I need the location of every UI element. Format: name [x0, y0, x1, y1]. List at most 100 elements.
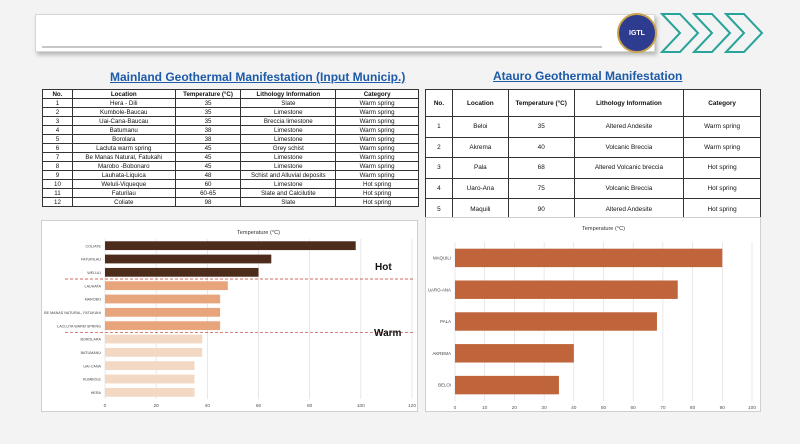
- table-cell: Slate: [240, 197, 337, 207]
- table-cell: Limestone: [240, 161, 337, 171]
- table-cell: 12: [42, 197, 73, 207]
- table-cell: Lacluta warm spring: [71, 143, 176, 153]
- table-cell: Be Manas Natural, Fatukahi: [71, 152, 176, 162]
- bar: [105, 267, 259, 277]
- bar: [105, 347, 203, 357]
- x-tick-label: 40: [571, 405, 577, 411]
- table-cell: Weluli-Viqueque: [71, 179, 176, 189]
- table-row: 9 Lauhata-Liquica 48 Schist and Alluvial de…: [42, 170, 419, 180]
- table-cell: 45: [174, 152, 242, 162]
- table-cell: 68: [507, 157, 575, 179]
- table-row: 6 Lacluta warm spring 45 Grey schist Warm sp…: [42, 143, 419, 153]
- table-cell: 38: [174, 134, 242, 144]
- table-row: 1 Beloi 35 Altered Andesite Warm spring: [425, 116, 761, 138]
- table-row: 12 Coliate 98 Slate Hot spring: [42, 197, 419, 207]
- table-cell: Limestone: [240, 134, 337, 144]
- table-cell: Hot spring: [335, 197, 419, 207]
- table-cell: Slate and Calcilutite: [240, 188, 337, 198]
- table-cell: Altered Andesite: [573, 116, 685, 138]
- column-header: Temperature (°C): [507, 89, 575, 117]
- x-tick-label: 40: [205, 403, 211, 409]
- table-cell: 8: [42, 161, 73, 171]
- table-cell: Faturilau: [71, 188, 176, 198]
- table-cell: Warm spring: [335, 107, 419, 117]
- table-cell: Volcanic Breccia: [573, 136, 685, 159]
- table-cell: Altered Volcanic breccia: [573, 157, 685, 179]
- table-cell: Hot spring: [683, 177, 761, 200]
- category-label: HERA: [91, 391, 102, 395]
- category-label: LAUHATA: [85, 284, 102, 288]
- bar: [455, 280, 678, 299]
- category-label: LACLUTA WARM SPRING: [57, 324, 101, 328]
- table-cell: Uai-Cana-Baucau: [71, 116, 176, 126]
- bar: [455, 375, 559, 395]
- banner-divider: [42, 46, 602, 48]
- table-cell: Limestone: [240, 125, 337, 135]
- category-label: UAI-CANA: [83, 364, 101, 368]
- table-row: 2 Kumbole-Baucau 35 Limestone Warm spring: [42, 107, 419, 117]
- table-cell: 4: [425, 177, 453, 200]
- table-cell: Warm spring: [335, 143, 419, 153]
- atauro-table: No. Location Temperature (°C) Lithology Inf…: [425, 89, 761, 220]
- table-cell: Akrema: [451, 136, 509, 159]
- bar: [105, 321, 221, 331]
- table-cell: Hot spring: [335, 179, 419, 189]
- mainland-chart: Temperature (°C) 0 20 40 60 80 100 120 COLIATE FA…: [41, 220, 418, 412]
- table-row: 5 Borolara 38 Limestone Warm spring: [42, 134, 419, 144]
- table-cell: 3: [425, 157, 453, 179]
- bar: [455, 344, 574, 363]
- table-cell: Marobo -Bobonaro: [71, 161, 176, 171]
- x-tick-label: 30: [541, 405, 547, 411]
- atauro-chart: Temperature (°C) 0 10 20 30 40 50 60 70 80 90 100 MA…: [425, 217, 761, 412]
- category-label: BATUMANU: [81, 351, 102, 355]
- bar: [105, 294, 221, 304]
- bar: [105, 307, 221, 317]
- table-cell: 35: [174, 116, 242, 126]
- warm-label: Warm: [374, 328, 402, 339]
- column-header: Category: [683, 89, 761, 117]
- category-label: AKREMA: [432, 351, 451, 356]
- category-label: BOROLARA: [81, 338, 102, 342]
- table-cell: 6: [42, 143, 73, 153]
- column-header: Category: [335, 89, 419, 99]
- table-cell: Grey schist: [240, 143, 337, 153]
- table-cell: 7: [42, 152, 73, 162]
- chevron-right-icon: [660, 13, 700, 53]
- category-label: UARO-ANA: [428, 287, 451, 292]
- table-body: 1 Hera - Dili 35 Slate Warm spring 2 Kumbole-B…: [42, 98, 419, 207]
- table-row: 8 Marobo -Bobonaro 45 Limestone Warm spring: [42, 161, 419, 171]
- bar: [105, 361, 195, 371]
- category-label: FATURILAU: [81, 258, 101, 262]
- table-cell: Warm spring: [335, 152, 419, 162]
- table-cell: 35: [174, 107, 242, 117]
- table-cell: Pala: [451, 157, 509, 179]
- x-tick-label: 100: [357, 403, 365, 409]
- table-cell: 35: [174, 98, 242, 108]
- table-cell: Kumbole-Baucau: [71, 107, 176, 117]
- category-label: BE MANAS NATURAL, FATUKAHI: [44, 311, 101, 315]
- table-cell: Warm spring: [335, 170, 419, 180]
- igtl-logo: IGTL: [617, 13, 657, 53]
- table-cell: Hot spring: [335, 188, 419, 198]
- x-tick-label: 20: [512, 405, 518, 411]
- chevron-right-icon: [724, 13, 764, 53]
- table-cell: 45: [174, 143, 242, 153]
- table-cell: 5: [42, 134, 73, 144]
- table-header-row: No. Location Temperature (°C) Lithology Inf…: [42, 89, 419, 99]
- table-cell: Breccia limestone: [240, 116, 337, 126]
- table-row: 4 Uaro-Ana 75 Volcanic Breccia Hot spring: [425, 177, 761, 200]
- hot-label: Hot: [375, 262, 392, 273]
- atauro-bar-chart: Temperature (°C) 0 10 20 30 40 50 60 70 80 90 100 MA…: [428, 226, 757, 411]
- table-header-row: No. Location Temperature (°C) Lithology Inf…: [425, 89, 761, 117]
- table-row: 3 Uai-Cana-Baucau 35 Breccia limestone Warm …: [42, 116, 419, 126]
- mainland-table: No. Location Temperature (°C) Lithology Inf…: [42, 89, 419, 207]
- x-tick-label: 0: [454, 405, 457, 411]
- mainland-title: Mainland Geothermal Manifestation (Input…: [110, 70, 406, 84]
- chevron-right-icon: [692, 13, 732, 53]
- table-cell: Warm spring: [683, 136, 761, 159]
- x-tick-label: 0: [104, 403, 107, 409]
- x-tick-label: 50: [601, 405, 607, 411]
- table-cell: 10: [42, 179, 73, 189]
- logo-text: IGTL: [629, 29, 645, 37]
- x-tick-label: 90: [720, 405, 726, 411]
